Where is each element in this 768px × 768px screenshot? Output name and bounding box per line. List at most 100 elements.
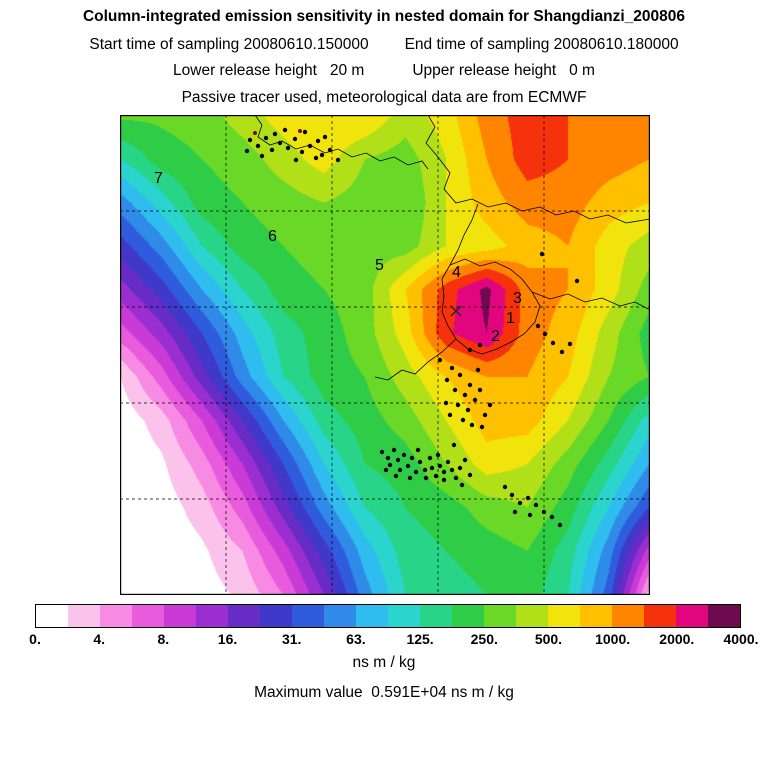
station-dot: [393, 473, 399, 479]
map-border-line: [449, 203, 479, 266]
station-dot: [269, 147, 275, 153]
station-dot: [335, 157, 341, 163]
station-dot: [541, 509, 547, 515]
colorbar-segment: [68, 605, 100, 627]
contour-number-label: 5: [375, 257, 384, 274]
station-dot: [444, 377, 450, 383]
station-dot-red: [298, 129, 302, 133]
colorbar-segment: [452, 605, 484, 627]
colorbar-segment: [548, 605, 580, 627]
map-border-line: [441, 258, 541, 355]
station-dot: [459, 482, 465, 488]
station-dot: [391, 447, 397, 453]
station-dot: [302, 129, 308, 135]
station-dot: [387, 462, 393, 468]
colorbar-segment: [708, 605, 740, 627]
colorbar-tick-label: 1000.: [595, 631, 631, 647]
station-dot: [409, 455, 415, 461]
map-border-line: [374, 338, 457, 381]
station-dot: [517, 500, 523, 506]
station-dot: [574, 278, 580, 284]
station-dot: [313, 155, 319, 161]
receptor-marker: [450, 305, 462, 317]
contour-number-label: 7: [154, 170, 163, 187]
colorbar-segment: [356, 605, 388, 627]
lower-release-label: Lower release height 20 m: [173, 62, 365, 79]
station-dot: [482, 412, 488, 418]
colorbar-segment: [612, 605, 644, 627]
station-dot: [460, 417, 466, 423]
map-overlay: 7 6 5 4 3 12: [120, 115, 650, 595]
station-dot: [319, 152, 325, 158]
colorbar-segment: [36, 605, 68, 627]
station-dot: [451, 442, 457, 448]
station-dot: [282, 127, 288, 133]
contour-number-label: 1: [506, 310, 515, 327]
station-dot: [423, 475, 429, 481]
station-dot: [259, 153, 265, 159]
contour-number-label: 2: [491, 328, 500, 345]
colorbar-tick-label: 4.: [93, 631, 106, 647]
station-dot: [285, 145, 291, 151]
sensitivity-field-canvas: [120, 115, 650, 595]
station-dot: [427, 455, 433, 461]
station-dot: [477, 342, 483, 348]
colorbar-tick-label: 63.: [346, 631, 366, 647]
station-dot: [437, 463, 443, 469]
station-dot: [255, 143, 261, 149]
start-time-label: Start time of sampling 20080610.150000: [89, 36, 369, 53]
station-dot: [452, 387, 458, 393]
contour-number-label: 6: [268, 228, 277, 245]
station-dot: [407, 475, 413, 481]
colorbar-segment: [132, 605, 164, 627]
station-dot: [307, 143, 313, 149]
station-dot: [455, 402, 461, 408]
station-dot: [559, 349, 565, 355]
station-dot: [479, 424, 485, 430]
station-dot: [293, 157, 299, 163]
station-dot: [422, 467, 428, 473]
station-dot: [477, 387, 483, 393]
station-dot: [435, 452, 441, 458]
colorbar: [35, 604, 741, 628]
station-dot: [292, 136, 298, 142]
station-dot: [429, 465, 435, 471]
station-dot: [469, 422, 475, 428]
map-border-line: [425, 115, 650, 224]
colorbar-tick-label: 500.: [534, 631, 563, 647]
colorbar-segment: [228, 605, 260, 627]
station-dot: [467, 382, 473, 388]
colorbar-segment: [292, 605, 324, 627]
station-dot: [441, 477, 447, 483]
station-dot: [272, 131, 278, 137]
max-value-label: Maximum value 0.591E+04 ns m / kg: [254, 684, 514, 701]
station-dot: [383, 467, 389, 473]
station-dot: [395, 457, 401, 463]
station-dot: [433, 473, 439, 479]
colorbar-segment: [164, 605, 196, 627]
station-dot: [322, 134, 328, 140]
contour-number-label: 4: [452, 264, 461, 281]
sampling-times-row: Start time of sampling 20080610.150000 E…: [0, 36, 768, 54]
contour-number-label: 3: [513, 290, 522, 307]
colorbar-segment: [100, 605, 132, 627]
station-dot: [441, 469, 447, 475]
colorbar-segment: [388, 605, 420, 627]
station-dot: [263, 135, 269, 141]
station-dot: [401, 452, 407, 458]
station-dot: [397, 467, 403, 473]
station-dot: [549, 514, 555, 520]
station-dot: [475, 367, 481, 373]
station-dot: [472, 397, 478, 403]
colorbar-tick-label: 4000.: [723, 631, 759, 647]
station-dot: [487, 402, 493, 408]
station-dot: [449, 365, 455, 371]
station-dot: [417, 459, 423, 465]
station-dot: [445, 459, 451, 465]
station-dot: [525, 495, 531, 501]
colorbar-segment: [260, 605, 292, 627]
station-dot: [447, 412, 453, 418]
colorbar-units-label: ns m / kg: [352, 654, 416, 671]
station-dot: [449, 467, 455, 473]
